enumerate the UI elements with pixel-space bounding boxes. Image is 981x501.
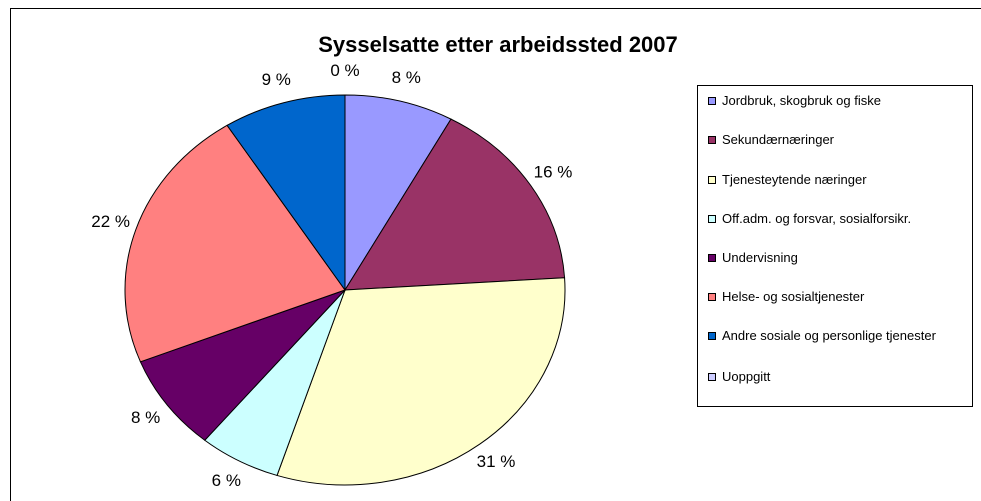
legend: Jordbruk, skogbruk og fiske Sekundærnærin… <box>697 85 973 407</box>
legend-swatch <box>708 215 716 223</box>
legend-swatch <box>708 176 716 184</box>
pie: 8 % 16 % 31 % 6 % 8 % 22 % 9 % 0 % <box>91 61 572 490</box>
legend-swatch <box>708 373 716 381</box>
data-label: 9 % <box>262 70 291 89</box>
pie-slice <box>124 124 346 363</box>
data-label: 8 % <box>131 408 160 427</box>
data-label: 31 % <box>477 452 516 471</box>
chart-title: Sysselsatte etter arbeidssted 2007 <box>318 32 678 57</box>
legend-label: Jordbruk, skogbruk og fiske <box>722 93 881 108</box>
legend-item: Tjenesteytende næringer <box>708 172 970 188</box>
legend-swatch <box>708 332 716 340</box>
data-label: 0 % <box>330 61 359 80</box>
legend-item: Andre sosiale og personlige tjenester <box>708 328 970 344</box>
data-label: 8 % <box>392 68 421 87</box>
data-label: 16 % <box>534 162 573 181</box>
pie-slice <box>276 277 566 486</box>
pie-slice <box>344 94 452 292</box>
legend-swatch <box>708 293 716 301</box>
legend-item: Sekundærnæringer <box>708 132 970 148</box>
pie-slice <box>226 94 346 292</box>
legend-swatch <box>708 136 716 144</box>
legend-item: Off.adm. og forsvar, sosialforsikr. <box>708 211 970 227</box>
legend-label: Uoppgitt <box>722 369 771 384</box>
pie-slice <box>344 118 566 291</box>
legend-item: Uoppgitt <box>708 369 970 385</box>
legend-label: Sekundærnæringer <box>722 132 835 147</box>
legend-label: Off.adm. og forsvar, sosialforsikr. <box>722 211 912 226</box>
legend-item: Jordbruk, skogbruk og fiske <box>708 93 970 109</box>
legend-label: Helse- og sosialtjenester <box>722 289 865 304</box>
legend-swatch <box>708 97 716 105</box>
legend-swatch <box>708 254 716 262</box>
data-label: 22 % <box>91 212 130 231</box>
pie-slice <box>139 289 346 441</box>
legend-label: Andre sosiale og personlige tjenester <box>722 328 936 343</box>
legend-label: Tjenesteytende næringer <box>722 172 867 187</box>
legend-item: Undervisning <box>708 250 970 266</box>
legend-item: Helse- og sosialtjenester <box>708 289 970 305</box>
data-label: 6 % <box>212 471 241 490</box>
legend-label: Undervisning <box>722 250 798 265</box>
